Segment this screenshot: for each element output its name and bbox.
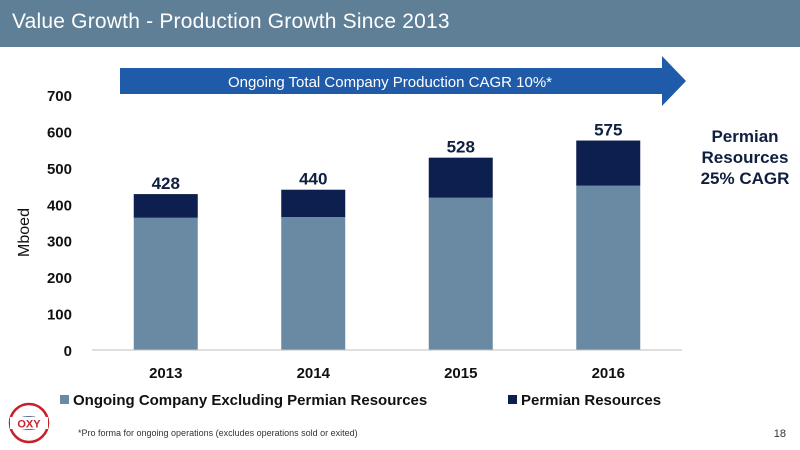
oxy-logo-text: OXY (17, 419, 41, 431)
footnote: *Pro forma for ongoing operations (exclu… (78, 428, 358, 438)
y-tick-label: 400 (47, 197, 72, 214)
bar-ongoing-2016 (576, 185, 641, 350)
header-bar: Value Growth - Production Growth Since 2… (0, 0, 800, 47)
page-number: 18 (773, 428, 786, 440)
bar-ongoing-2014 (281, 217, 346, 350)
y-tick-label: 700 (47, 88, 72, 105)
bar-permian-2015 (428, 157, 493, 198)
total-data-label: 575 (594, 121, 622, 140)
bar-permian-2013 (133, 194, 198, 218)
permian-cagr-line-2: Resources (701, 148, 789, 167)
bar-permian-2016 (576, 140, 641, 186)
oxy-logo: OXY (8, 402, 50, 444)
bar-permian-2014 (281, 189, 346, 218)
y-tick-label: 500 (47, 161, 72, 178)
total-data-label: 440 (299, 170, 327, 189)
x-tick-label: 2016 (592, 365, 625, 382)
bar-ongoing-2013 (133, 217, 198, 350)
x-tick-label: 2015 (444, 365, 477, 382)
y-tick-label: 0 (64, 343, 72, 360)
total-data-label: 528 (447, 138, 475, 157)
cagr-banner-arrow: Ongoing Total Company Production CAGR 10… (120, 56, 686, 106)
legend-label-ongoing: Ongoing Company Excluding Permian Resour… (73, 392, 427, 409)
cagr-banner-text: Ongoing Total Company Production CAGR 10… (228, 74, 552, 91)
y-tick-label: 600 (47, 124, 72, 141)
page-title: Value Growth - Production Growth Since 2… (12, 10, 450, 33)
y-axis-label: Mboed (16, 208, 33, 257)
bar-ongoing-2015 (428, 197, 493, 350)
y-tick-label: 300 (47, 234, 72, 251)
permian-cagr-line-3: 25% CAGR (700, 169, 790, 188)
y-tick-label: 200 (47, 270, 72, 287)
legend-swatch-ongoing (60, 395, 69, 404)
x-tick-label: 2014 (297, 365, 331, 382)
permian-cagr-note: Permian Resources 25% CAGR (692, 126, 798, 189)
permian-cagr-line-1: Permian (711, 127, 779, 146)
legend-swatch-permian (508, 395, 517, 404)
total-data-label: 428 (152, 174, 180, 193)
x-tick-label: 2013 (149, 365, 182, 382)
y-tick-label: 100 (47, 307, 72, 324)
legend-label-permian: Permian Resources (521, 392, 661, 409)
